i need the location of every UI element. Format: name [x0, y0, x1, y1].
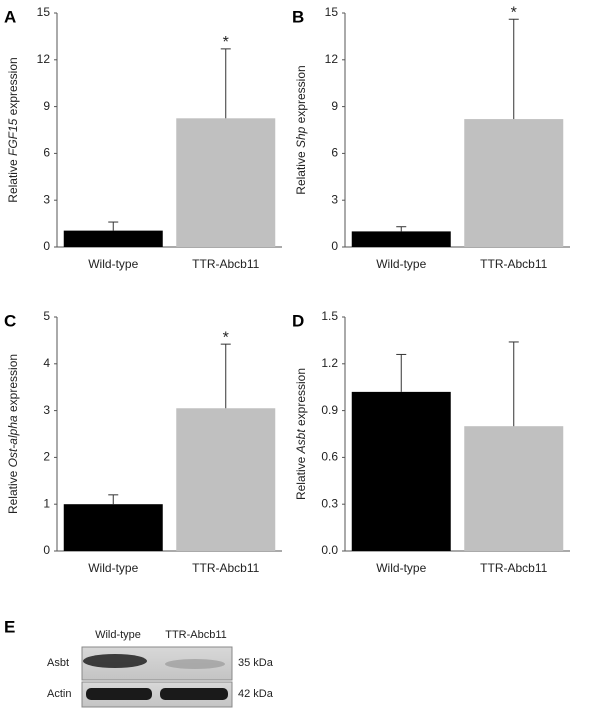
- significance-mark: *: [223, 34, 229, 51]
- y-axis-label-part: Shp: [294, 126, 308, 148]
- blot-band: [86, 688, 152, 700]
- y-axis-label-part: Relative: [6, 156, 20, 203]
- y-tick-label: 2: [43, 450, 50, 464]
- panel-letter: D: [292, 311, 304, 330]
- panel-letter: C: [4, 311, 16, 330]
- y-tick-label: 12: [325, 52, 339, 66]
- x-tick-label: Wild-type: [376, 257, 426, 271]
- y-tick-label: 9: [43, 99, 50, 113]
- y-axis-label-part: Relative: [294, 148, 308, 195]
- y-axis-label-part: expression: [294, 65, 308, 126]
- bar: [351, 231, 451, 247]
- y-axis-label-part: expression: [294, 368, 308, 429]
- y-axis-label-part: Relative: [294, 453, 308, 500]
- row-label: Actin: [47, 688, 71, 700]
- x-tick-label: TTR-Abcb11: [192, 561, 259, 575]
- y-tick-label: 3: [43, 403, 50, 417]
- y-tick-label: 0.9: [321, 403, 338, 417]
- y-tick-label: 15: [37, 5, 51, 19]
- bar: [63, 230, 163, 247]
- bar: [464, 426, 564, 551]
- y-tick-label: 3: [43, 192, 50, 206]
- blot-band: [165, 659, 225, 669]
- bar: [176, 408, 276, 551]
- y-tick-label: 1.2: [321, 356, 338, 370]
- y-tick-label: 6: [331, 146, 338, 160]
- y-tick-label: 0: [43, 239, 50, 253]
- y-tick-label: 0.6: [321, 450, 338, 464]
- y-axis-label-part: FGF15: [6, 118, 20, 156]
- y-tick-label: 0.0: [321, 543, 338, 557]
- y-tick-label: 9: [331, 99, 338, 113]
- significance-mark: *: [511, 4, 517, 21]
- y-axis-label-part: Ost-alpha: [6, 415, 20, 467]
- bar: [351, 391, 451, 551]
- y-axis-label: Relative FGF15 expression: [6, 57, 20, 202]
- size-label: 42 kDa: [238, 688, 274, 700]
- size-label: 35 kDa: [238, 657, 274, 669]
- x-tick-label: Wild-type: [88, 561, 138, 575]
- y-tick-label: 15: [325, 5, 339, 19]
- y-tick-label: 0: [331, 239, 338, 253]
- panel-letter: E: [4, 617, 15, 636]
- panel-letter: B: [292, 7, 304, 26]
- row-label: Asbt: [47, 657, 69, 669]
- x-tick-label: TTR-Abcb11: [192, 257, 259, 271]
- blot-band: [160, 688, 228, 700]
- y-tick-label: 5: [43, 309, 50, 323]
- y-tick-label: 0.3: [321, 496, 338, 510]
- panel-letter: A: [4, 7, 16, 26]
- y-tick-label: 3: [331, 192, 338, 206]
- y-tick-label: 1.5: [321, 309, 338, 323]
- y-tick-label: 12: [37, 52, 51, 66]
- y-tick-label: 0: [43, 543, 50, 557]
- x-tick-label: TTR-Abcb11: [480, 257, 547, 271]
- y-axis-label-part: Asbt: [294, 429, 308, 455]
- y-tick-label: 1: [43, 496, 50, 510]
- bar: [176, 118, 276, 247]
- y-axis-label-part: expression: [6, 354, 20, 415]
- x-tick-label: TTR-Abcb11: [480, 561, 547, 575]
- y-tick-label: 4: [43, 356, 50, 370]
- x-tick-label: Wild-type: [376, 561, 426, 575]
- significance-mark: *: [223, 329, 229, 346]
- x-tick-label: Wild-type: [88, 257, 138, 271]
- lane-label: Wild-type: [95, 629, 141, 641]
- lane-label: TTR-Abcb11: [165, 629, 227, 641]
- y-tick-label: 6: [43, 146, 50, 160]
- y-axis-label: Relative Shp expression: [294, 65, 308, 194]
- bar: [63, 504, 163, 551]
- y-axis-label: Relative Asbt expression: [294, 368, 308, 500]
- blot-band: [83, 654, 147, 668]
- y-axis-label: Relative Ost-alpha expression: [6, 354, 20, 514]
- bar: [464, 119, 564, 247]
- y-axis-label-part: Relative: [6, 467, 20, 514]
- y-axis-label-part: expression: [6, 57, 20, 118]
